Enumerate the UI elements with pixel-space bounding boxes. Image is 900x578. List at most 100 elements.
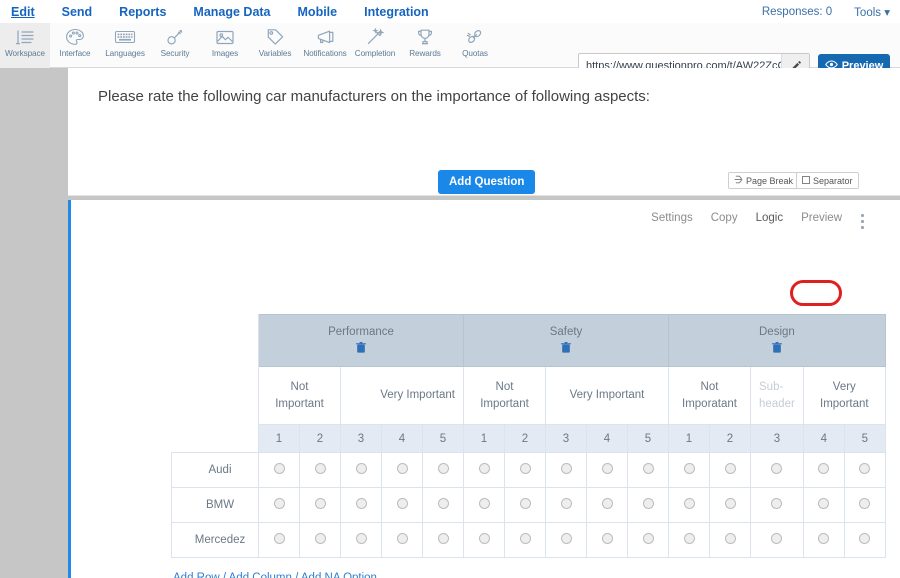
- add-question-button[interactable]: Add Question: [438, 170, 536, 194]
- radio-cell[interactable]: [627, 452, 669, 488]
- radio-button[interactable]: [560, 498, 572, 509]
- radio-button[interactable]: [519, 463, 531, 474]
- radio-cell[interactable]: [843, 452, 886, 488]
- radio-button[interactable]: [724, 463, 736, 474]
- trash-icon[interactable]: [561, 341, 571, 356]
- question-action-settings[interactable]: Settings: [651, 212, 693, 224]
- radio-cell[interactable]: [422, 487, 464, 523]
- radio-cell[interactable]: [627, 522, 669, 558]
- radio-button[interactable]: [683, 463, 695, 474]
- radio-button[interactable]: [437, 498, 449, 509]
- radio-button[interactable]: [683, 533, 695, 544]
- radio-button[interactable]: [601, 533, 613, 544]
- radio-cell[interactable]: [545, 452, 587, 488]
- radio-cell[interactable]: [258, 452, 300, 488]
- radio-button[interactable]: [642, 533, 654, 544]
- radio-cell[interactable]: [668, 452, 710, 488]
- radio-cell[interactable]: [463, 452, 505, 488]
- question-action-preview[interactable]: Preview: [801, 212, 842, 224]
- question-action-logic[interactable]: Logic: [755, 212, 784, 224]
- radio-button[interactable]: [859, 498, 871, 509]
- radio-cell[interactable]: [586, 522, 628, 558]
- trash-icon[interactable]: [771, 341, 782, 356]
- toolbar-item-quotas[interactable]: Quotas: [450, 23, 500, 68]
- radio-cell[interactable]: [299, 522, 341, 558]
- radio-button[interactable]: [771, 463, 783, 474]
- radio-button[interactable]: [273, 533, 285, 544]
- toolbar-item-rewards[interactable]: Rewards: [400, 23, 450, 68]
- radio-button[interactable]: [771, 533, 783, 544]
- toolbar-item-images[interactable]: Images: [200, 23, 250, 68]
- radio-cell[interactable]: [843, 487, 886, 523]
- radio-cell[interactable]: [802, 452, 845, 488]
- radio-button[interactable]: [273, 463, 285, 474]
- radio-button[interactable]: [519, 498, 531, 509]
- radio-cell[interactable]: [463, 522, 505, 558]
- radio-cell[interactable]: [586, 487, 628, 523]
- radio-button[interactable]: [859, 463, 871, 474]
- tools-dropdown[interactable]: Tools ▾: [854, 6, 890, 19]
- radio-button[interactable]: [396, 498, 408, 509]
- radio-cell[interactable]: [668, 522, 710, 558]
- menu-item-edit[interactable]: Edit: [11, 4, 35, 19]
- radio-button[interactable]: [355, 498, 367, 509]
- radio-cell[interactable]: [504, 522, 546, 558]
- radio-button[interactable]: [355, 463, 367, 474]
- menu-item-reports[interactable]: Reports: [119, 4, 167, 19]
- radio-cell[interactable]: [381, 522, 423, 558]
- radio-cell[interactable]: [802, 487, 845, 523]
- radio-cell[interactable]: [299, 487, 341, 523]
- toolbar-item-languages[interactable]: Languages: [100, 23, 150, 68]
- radio-button[interactable]: [314, 498, 326, 509]
- subheader-performance-high[interactable]: Very Important: [340, 366, 464, 425]
- menu-item-manage-data[interactable]: Manage Data: [193, 4, 271, 19]
- radio-button[interactable]: [396, 533, 408, 544]
- radio-cell[interactable]: [504, 452, 546, 488]
- toolbar-item-completion[interactable]: Completion: [350, 23, 400, 68]
- radio-cell[interactable]: [258, 522, 300, 558]
- more-vertical-icon[interactable]: [861, 214, 864, 232]
- radio-button[interactable]: [601, 498, 613, 509]
- radio-cell[interactable]: [627, 487, 669, 523]
- page-break-button[interactable]: Page Break: [728, 172, 800, 189]
- radio-cell[interactable]: [340, 522, 382, 558]
- menu-item-send[interactable]: Send: [61, 4, 93, 19]
- menu-item-mobile[interactable]: Mobile: [297, 4, 338, 19]
- radio-cell[interactable]: [668, 487, 710, 523]
- toolbar-item-notifications[interactable]: Notifications: [300, 23, 350, 68]
- radio-cell[interactable]: [802, 522, 845, 558]
- toolbar-item-workspace[interactable]: Workspace: [0, 23, 50, 68]
- subheader-design-low[interactable]: Not Imporatant: [668, 366, 751, 425]
- radio-button[interactable]: [818, 498, 830, 509]
- radio-cell[interactable]: [422, 452, 464, 488]
- radio-button[interactable]: [601, 463, 613, 474]
- add-column-link[interactable]: Add Column: [228, 572, 292, 578]
- row-label-audi[interactable]: Audi: [171, 452, 259, 488]
- question-action-copy[interactable]: Copy: [710, 212, 738, 224]
- radio-button[interactable]: [314, 533, 326, 544]
- radio-button[interactable]: [642, 498, 654, 509]
- radio-button[interactable]: [771, 498, 783, 509]
- radio-button[interactable]: [437, 533, 449, 544]
- radio-button[interactable]: [396, 463, 408, 474]
- radio-cell[interactable]: [545, 487, 587, 523]
- toolbar-item-interface[interactable]: Interface: [50, 23, 100, 68]
- radio-cell[interactable]: [709, 452, 751, 488]
- subheader-safety-high[interactable]: Very Important: [545, 366, 669, 425]
- toolbar-item-security[interactable]: Security: [150, 23, 200, 68]
- radio-cell[interactable]: [258, 487, 300, 523]
- menu-item-integration[interactable]: Integration: [364, 4, 429, 19]
- row-label-bmw[interactable]: BMW: [171, 487, 259, 523]
- radio-cell[interactable]: [843, 522, 886, 558]
- radio-cell[interactable]: [586, 452, 628, 488]
- row-label-mercedez[interactable]: Mercedez: [171, 522, 259, 558]
- radio-button[interactable]: [478, 533, 490, 544]
- radio-button[interactable]: [560, 533, 572, 544]
- radio-button[interactable]: [314, 463, 326, 474]
- radio-cell[interactable]: [340, 452, 382, 488]
- radio-button[interactable]: [560, 463, 572, 474]
- radio-cell[interactable]: [504, 487, 546, 523]
- radio-button[interactable]: [355, 533, 367, 544]
- radio-cell[interactable]: [750, 487, 804, 523]
- subheader-performance-low[interactable]: Not Important: [258, 366, 341, 425]
